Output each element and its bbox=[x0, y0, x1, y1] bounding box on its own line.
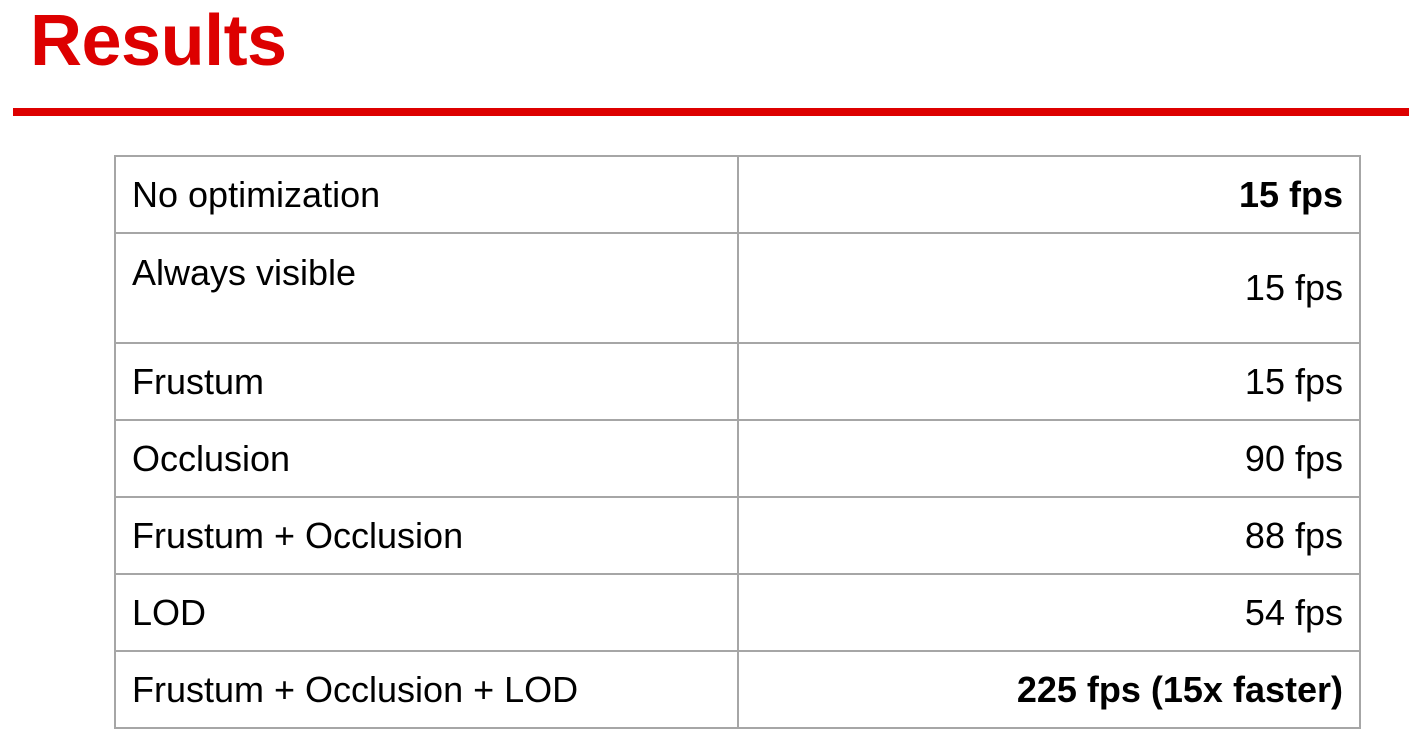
table-row: Frustum 15 fps bbox=[114, 342, 1361, 421]
table-row: LOD 54 fps bbox=[114, 573, 1361, 652]
row-value: 88 fps bbox=[737, 496, 1361, 575]
results-table: No optimization 15 fps Always visible 15… bbox=[114, 155, 1361, 729]
row-label: Always visible bbox=[114, 232, 739, 344]
row-label: Frustum bbox=[114, 342, 739, 421]
table-row: Frustum + Occlusion 88 fps bbox=[114, 496, 1361, 575]
row-label: Frustum + Occlusion + LOD bbox=[114, 650, 739, 729]
table-row: Always visible 15 fps bbox=[114, 232, 1361, 344]
table-row: Frustum + Occlusion + LOD 225 fps (15x f… bbox=[114, 650, 1361, 729]
row-value: 15 fps bbox=[737, 342, 1361, 421]
row-label: Occlusion bbox=[114, 419, 739, 498]
row-value: 15 fps bbox=[737, 232, 1361, 344]
table-row: No optimization 15 fps bbox=[114, 155, 1361, 234]
page-title: Results bbox=[30, 1, 287, 81]
row-label: No optimization bbox=[114, 155, 739, 234]
row-label: Frustum + Occlusion bbox=[114, 496, 739, 575]
row-value: 90 fps bbox=[737, 419, 1361, 498]
row-value: 15 fps bbox=[737, 155, 1361, 234]
row-value: 54 fps bbox=[737, 573, 1361, 652]
row-label: LOD bbox=[114, 573, 739, 652]
title-underline bbox=[13, 108, 1409, 116]
table-row: Occlusion 90 fps bbox=[114, 419, 1361, 498]
row-value: 225 fps (15x faster) bbox=[737, 650, 1361, 729]
